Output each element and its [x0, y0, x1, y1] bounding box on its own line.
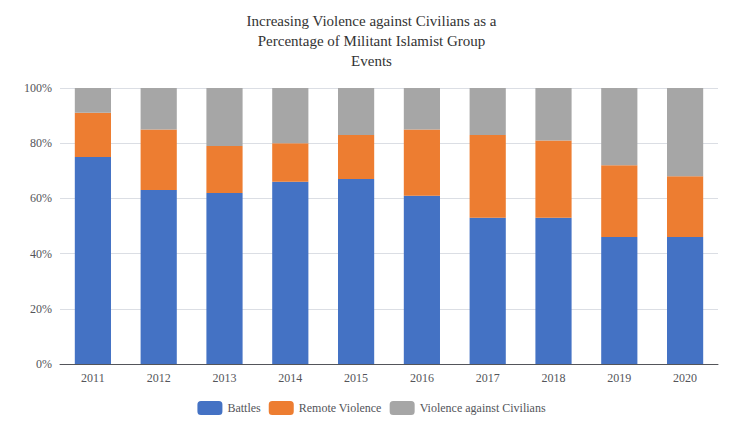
svg-text:Events: Events [351, 53, 392, 69]
svg-text:Percentage of Militant Islamis: Percentage of Militant Islamist Group [258, 33, 485, 49]
svg-text:20%: 20% [30, 302, 52, 316]
svg-text:Remote Violence: Remote Violence [299, 401, 382, 415]
svg-text:2015: 2015 [344, 371, 368, 385]
svg-text:Increasing Violence against Ci: Increasing Violence against Civilians as… [247, 13, 497, 29]
svg-text:2020: 2020 [673, 371, 697, 385]
svg-text:2018: 2018 [542, 371, 566, 385]
svg-text:2017: 2017 [476, 371, 500, 385]
svg-text:2012: 2012 [147, 371, 171, 385]
svg-text:80%: 80% [30, 136, 52, 150]
svg-text:2014: 2014 [278, 371, 302, 385]
svg-text:60%: 60% [30, 191, 52, 205]
svg-text:0%: 0% [36, 357, 52, 371]
svg-text:2019: 2019 [607, 371, 631, 385]
svg-text:2013: 2013 [213, 371, 237, 385]
svg-text:Battles: Battles [227, 401, 261, 415]
svg-text:2016: 2016 [410, 371, 434, 385]
svg-text:Violence against Civilians: Violence against Civilians [420, 401, 546, 415]
svg-text:40%: 40% [30, 247, 52, 261]
svg-text:2011: 2011 [81, 371, 105, 385]
svg-text:100%: 100% [24, 81, 52, 95]
